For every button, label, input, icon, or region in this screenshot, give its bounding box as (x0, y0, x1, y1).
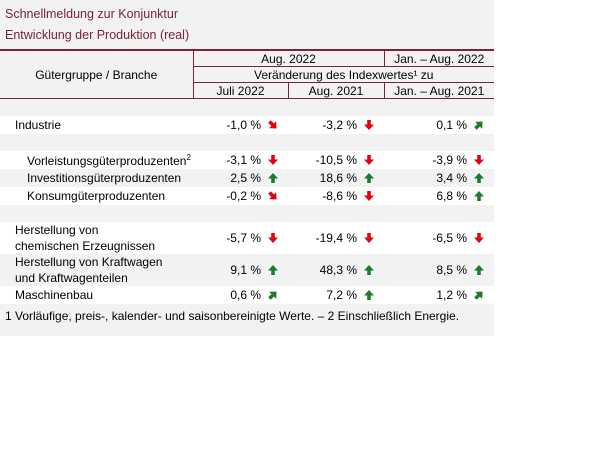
value: 48,3 % (319, 263, 357, 277)
title-divider (0, 49, 494, 51)
production-table: Gütergruppe / Branche Aug. 2022 Jan. – A… (0, 51, 494, 304)
arrow-down-icon (474, 233, 484, 243)
value: 6,8 % (436, 189, 467, 203)
value-cell: -1,0 % (193, 116, 288, 134)
value: -1,0 % (226, 118, 261, 132)
arrow-down-icon (268, 233, 278, 243)
row-label: Herstellung von chemischen Erzeugnissen (0, 222, 193, 254)
value: 7,2 % (326, 288, 357, 302)
value: -5,7 % (226, 231, 261, 245)
arrow-up-right-icon (474, 121, 483, 130)
col-header-juli-2022: Juli 2022 (192, 82, 288, 99)
arrow-down-right-icon (268, 191, 277, 200)
row-label: Maschinenbau (0, 286, 193, 304)
table-row: Maschinenbau 0,6 % 7,2 % 1,2 % (0, 286, 494, 304)
table-row: Herstellung von chemischen Erzeugnissen -… (0, 222, 494, 254)
table-row: Industrie -1,0 % -3,2 % 0,1 % (0, 116, 494, 134)
row-label: Vorleistungsgüterproduzenten2 (0, 151, 193, 169)
arrow-down-icon (364, 233, 374, 243)
arrow-up-icon (268, 173, 278, 183)
value: 0,6 % (230, 288, 261, 302)
row-label: Investitionsgüterproduzenten (27, 171, 182, 185)
arrow-up-icon (474, 265, 484, 275)
table-row: Konsumgüterproduzenten -0,2 % -8,6 % 6,8… (0, 187, 494, 205)
title-line-1: Schnellmeldung zur Konjunktur (5, 7, 179, 21)
footnote-marker: 2 (186, 152, 191, 162)
value: -10,5 % (315, 153, 357, 167)
row-label: Industrie (0, 116, 193, 134)
period-jan-header: Jan. – Aug. 2022 (383, 51, 494, 67)
value: -8,6 % (322, 189, 357, 203)
arrow-up-icon (474, 191, 484, 201)
col-header-jan-aug-2021: Jan. – Aug. 2021 (383, 82, 494, 99)
report-title: Schnellmeldung zur Konjunktur Entwicklun… (0, 0, 494, 46)
value: -6,5 % (432, 231, 467, 245)
value: -19,4 % (315, 231, 357, 245)
arrow-up-icon (364, 265, 374, 275)
category-header: Gütergruppe / Branche (0, 51, 193, 99)
arrow-up-icon (268, 265, 278, 275)
value: 0,1 % (436, 118, 467, 132)
table-row: Herstellung von Kraftwagen und Kraftwagen… (0, 254, 494, 286)
value: 1,2 % (436, 288, 467, 302)
title-line-2: Entwicklung der Produktion (real) (5, 28, 190, 42)
arrow-down-icon (364, 191, 374, 201)
row-label: Herstellung von Kraftwagen und Kraftwagen… (15, 255, 163, 285)
footnote: 1 Vorläufige, preis-, kalender- und sais… (5, 309, 460, 323)
report-panel: Schnellmeldung zur Konjunktur Entwicklun… (0, 0, 494, 336)
arrow-up-icon (364, 290, 374, 300)
value: 8,5 % (436, 263, 467, 277)
value: -3,2 % (322, 118, 357, 132)
value: -3,9 % (432, 153, 467, 167)
arrow-down-icon (364, 155, 374, 165)
value: 2,5 % (230, 171, 261, 185)
arrow-down-icon (268, 155, 278, 165)
value: 3,4 % (436, 171, 467, 185)
value: 18,6 % (319, 171, 357, 185)
value: -0,2 % (226, 189, 261, 203)
row-label: Konsumgüterproduzenten (0, 187, 193, 205)
table-row: Vorleistungsgüterproduzenten2 -3,1 % -10… (0, 151, 494, 169)
value-cell: 0,1 % (384, 116, 494, 134)
value: 9,1 % (230, 263, 261, 277)
change-header: Veränderung des Indexwertes¹ zu (192, 66, 494, 83)
arrow-up-icon (364, 173, 374, 183)
arrow-up-icon (474, 173, 484, 183)
arrow-up-right-icon (474, 291, 483, 300)
col-header-aug-2021: Aug. 2021 (287, 82, 384, 99)
period-aug-header: Aug. 2022 (192, 51, 384, 67)
arrow-down-icon (474, 155, 484, 165)
arrow-down-right-icon (268, 120, 277, 129)
arrow-up-right-icon (268, 291, 277, 300)
value: -3,1 % (226, 153, 261, 167)
value-cell: -3,2 % (288, 116, 384, 134)
arrow-down-icon (364, 120, 374, 130)
table-row: Investitionsgüterproduzenten 2,5 % 18,6 … (0, 169, 494, 187)
